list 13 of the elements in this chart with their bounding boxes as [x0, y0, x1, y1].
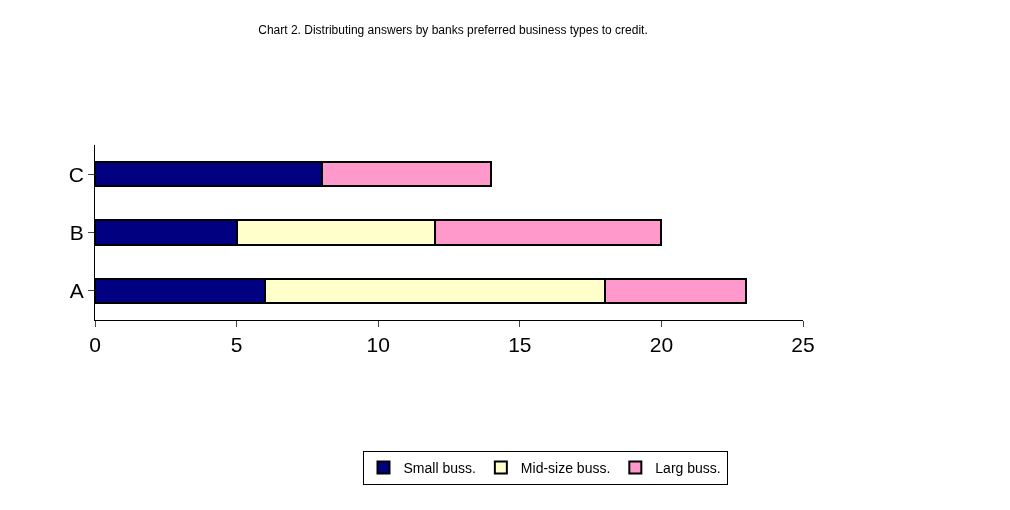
- legend-label: Mid-size buss.: [520, 460, 611, 477]
- x-tick-label: 0: [89, 333, 101, 357]
- x-tick-label: 20: [649, 333, 674, 357]
- y-tick-label: C: [68, 162, 84, 186]
- x-tick-label: 15: [508, 333, 532, 357]
- y-tick-label: A: [69, 279, 84, 303]
- legend-label: Small buss.: [403, 460, 476, 477]
- x-tick-label: 5: [230, 333, 243, 357]
- x-tick-label: 10: [366, 333, 390, 357]
- x-tick-label: 25: [791, 333, 815, 357]
- legend-label: Larg buss.: [655, 460, 721, 477]
- chart-title: Chart 2. Distributing answers by banks preferred business types to credit.: [258, 23, 648, 38]
- y-tick-label: B: [69, 220, 84, 244]
